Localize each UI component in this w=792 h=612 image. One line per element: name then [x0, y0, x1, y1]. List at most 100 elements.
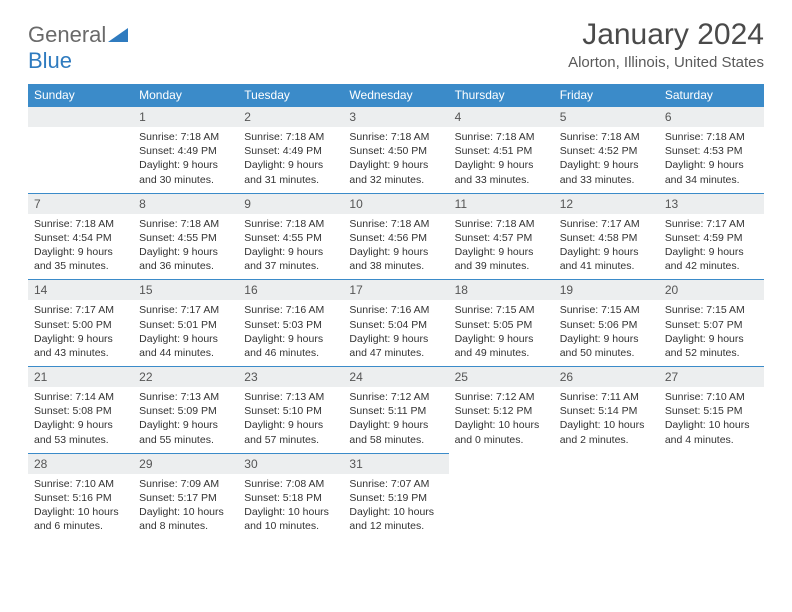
day-details: Sunrise: 7:10 AMSunset: 5:16 PMDaylight:…	[28, 474, 133, 540]
brand-part1: General	[28, 22, 106, 47]
day-details: Sunrise: 7:08 AMSunset: 5:18 PMDaylight:…	[238, 474, 343, 540]
day-number: 2	[238, 107, 343, 127]
weekday-header-row: Sunday Monday Tuesday Wednesday Thursday…	[28, 84, 764, 107]
day-number: 29	[133, 454, 238, 474]
calendar-cell: 28Sunrise: 7:10 AMSunset: 5:16 PMDayligh…	[28, 453, 133, 539]
day-number: 31	[343, 454, 448, 474]
calendar-cell: 12Sunrise: 7:17 AMSunset: 4:58 PMDayligh…	[554, 193, 659, 280]
day-details: Sunrise: 7:18 AMSunset: 4:49 PMDaylight:…	[133, 127, 238, 193]
brand-part2: Blue	[28, 48, 72, 73]
day-details: Sunrise: 7:18 AMSunset: 4:50 PMDaylight:…	[343, 127, 448, 193]
calendar-cell: 26Sunrise: 7:11 AMSunset: 5:14 PMDayligh…	[554, 367, 659, 454]
calendar-cell: 20Sunrise: 7:15 AMSunset: 5:07 PMDayligh…	[659, 280, 764, 367]
day-details: Sunrise: 7:18 AMSunset: 4:51 PMDaylight:…	[449, 127, 554, 193]
calendar-cell: 5Sunrise: 7:18 AMSunset: 4:52 PMDaylight…	[554, 107, 659, 194]
calendar-cell: 1Sunrise: 7:18 AMSunset: 4:49 PMDaylight…	[133, 107, 238, 194]
title-block: January 2024 Alorton, Illinois, United S…	[568, 18, 764, 71]
day-number: 13	[659, 194, 764, 214]
day-number: 3	[343, 107, 448, 127]
day-details: Sunrise: 7:17 AMSunset: 4:59 PMDaylight:…	[659, 214, 764, 280]
calendar-table: Sunday Monday Tuesday Wednesday Thursday…	[28, 84, 764, 539]
day-number: 12	[554, 194, 659, 214]
calendar-cell: 30Sunrise: 7:08 AMSunset: 5:18 PMDayligh…	[238, 453, 343, 539]
weekday-header: Wednesday	[343, 84, 448, 107]
calendar-cell: 7Sunrise: 7:18 AMSunset: 4:54 PMDaylight…	[28, 193, 133, 280]
calendar-cell: 17Sunrise: 7:16 AMSunset: 5:04 PMDayligh…	[343, 280, 448, 367]
day-details: Sunrise: 7:18 AMSunset: 4:55 PMDaylight:…	[238, 214, 343, 280]
day-number: 25	[449, 367, 554, 387]
header: General Blue January 2024 Alorton, Illin…	[28, 18, 764, 74]
calendar-cell: 3Sunrise: 7:18 AMSunset: 4:50 PMDaylight…	[343, 107, 448, 194]
weekday-header: Tuesday	[238, 84, 343, 107]
day-number: 1	[133, 107, 238, 127]
brand-triangle-icon	[108, 28, 128, 42]
calendar-cell: 25Sunrise: 7:12 AMSunset: 5:12 PMDayligh…	[449, 367, 554, 454]
weekday-header: Thursday	[449, 84, 554, 107]
day-details: Sunrise: 7:18 AMSunset: 4:55 PMDaylight:…	[133, 214, 238, 280]
day-number: 21	[28, 367, 133, 387]
day-details: Sunrise: 7:15 AMSunset: 5:07 PMDaylight:…	[659, 300, 764, 366]
calendar-cell: 14Sunrise: 7:17 AMSunset: 5:00 PMDayligh…	[28, 280, 133, 367]
day-number: 23	[238, 367, 343, 387]
calendar-cell: 8Sunrise: 7:18 AMSunset: 4:55 PMDaylight…	[133, 193, 238, 280]
day-details: Sunrise: 7:18 AMSunset: 4:56 PMDaylight:…	[343, 214, 448, 280]
calendar-week-row: 28Sunrise: 7:10 AMSunset: 5:16 PMDayligh…	[28, 453, 764, 539]
calendar-week-row: 21Sunrise: 7:14 AMSunset: 5:08 PMDayligh…	[28, 367, 764, 454]
calendar-cell: 19Sunrise: 7:15 AMSunset: 5:06 PMDayligh…	[554, 280, 659, 367]
calendar-cell: 9Sunrise: 7:18 AMSunset: 4:55 PMDaylight…	[238, 193, 343, 280]
calendar-week-row: 1Sunrise: 7:18 AMSunset: 4:49 PMDaylight…	[28, 107, 764, 194]
day-details: Sunrise: 7:10 AMSunset: 5:15 PMDaylight:…	[659, 387, 764, 453]
day-number: 11	[449, 194, 554, 214]
calendar-cell-empty	[554, 453, 659, 539]
day-details: Sunrise: 7:15 AMSunset: 5:05 PMDaylight:…	[449, 300, 554, 366]
day-number: 17	[343, 280, 448, 300]
calendar-page: General Blue January 2024 Alorton, Illin…	[0, 0, 792, 559]
brand-text: General Blue	[28, 22, 128, 74]
day-number: 9	[238, 194, 343, 214]
calendar-cell: 2Sunrise: 7:18 AMSunset: 4:49 PMDaylight…	[238, 107, 343, 194]
day-details: Sunrise: 7:18 AMSunset: 4:52 PMDaylight:…	[554, 127, 659, 193]
day-details: Sunrise: 7:12 AMSunset: 5:11 PMDaylight:…	[343, 387, 448, 453]
day-number: 30	[238, 454, 343, 474]
calendar-cell: 29Sunrise: 7:09 AMSunset: 5:17 PMDayligh…	[133, 453, 238, 539]
calendar-cell-empty	[449, 453, 554, 539]
day-details: Sunrise: 7:13 AMSunset: 5:09 PMDaylight:…	[133, 387, 238, 453]
day-number: 14	[28, 280, 133, 300]
day-number: 5	[554, 107, 659, 127]
day-number: 7	[28, 194, 133, 214]
day-details: Sunrise: 7:12 AMSunset: 5:12 PMDaylight:…	[449, 387, 554, 453]
day-details: Sunrise: 7:11 AMSunset: 5:14 PMDaylight:…	[554, 387, 659, 453]
day-details: Sunrise: 7:18 AMSunset: 4:49 PMDaylight:…	[238, 127, 343, 193]
calendar-cell: 10Sunrise: 7:18 AMSunset: 4:56 PMDayligh…	[343, 193, 448, 280]
calendar-cell-empty	[659, 453, 764, 539]
day-number: 22	[133, 367, 238, 387]
calendar-cell: 15Sunrise: 7:17 AMSunset: 5:01 PMDayligh…	[133, 280, 238, 367]
day-number: 15	[133, 280, 238, 300]
brand-logo: General Blue	[28, 18, 128, 74]
calendar-cell-empty	[28, 107, 133, 194]
day-number: 4	[449, 107, 554, 127]
day-number: 18	[449, 280, 554, 300]
calendar-week-row: 14Sunrise: 7:17 AMSunset: 5:00 PMDayligh…	[28, 280, 764, 367]
calendar-week-row: 7Sunrise: 7:18 AMSunset: 4:54 PMDaylight…	[28, 193, 764, 280]
day-details: Sunrise: 7:16 AMSunset: 5:04 PMDaylight:…	[343, 300, 448, 366]
day-number: 6	[659, 107, 764, 127]
location-text: Alorton, Illinois, United States	[568, 54, 764, 71]
calendar-cell: 21Sunrise: 7:14 AMSunset: 5:08 PMDayligh…	[28, 367, 133, 454]
day-details: Sunrise: 7:18 AMSunset: 4:53 PMDaylight:…	[659, 127, 764, 193]
calendar-cell: 24Sunrise: 7:12 AMSunset: 5:11 PMDayligh…	[343, 367, 448, 454]
day-details: Sunrise: 7:17 AMSunset: 5:01 PMDaylight:…	[133, 300, 238, 366]
calendar-cell: 4Sunrise: 7:18 AMSunset: 4:51 PMDaylight…	[449, 107, 554, 194]
day-details: Sunrise: 7:09 AMSunset: 5:17 PMDaylight:…	[133, 474, 238, 540]
weekday-header: Sunday	[28, 84, 133, 107]
calendar-cell: 11Sunrise: 7:18 AMSunset: 4:57 PMDayligh…	[449, 193, 554, 280]
calendar-cell: 16Sunrise: 7:16 AMSunset: 5:03 PMDayligh…	[238, 280, 343, 367]
day-details: Sunrise: 7:18 AMSunset: 4:54 PMDaylight:…	[28, 214, 133, 280]
day-number: 10	[343, 194, 448, 214]
day-details: Sunrise: 7:18 AMSunset: 4:57 PMDaylight:…	[449, 214, 554, 280]
day-number: 28	[28, 454, 133, 474]
day-number: 27	[659, 367, 764, 387]
day-details: Sunrise: 7:13 AMSunset: 5:10 PMDaylight:…	[238, 387, 343, 453]
day-number: 24	[343, 367, 448, 387]
calendar-cell: 13Sunrise: 7:17 AMSunset: 4:59 PMDayligh…	[659, 193, 764, 280]
